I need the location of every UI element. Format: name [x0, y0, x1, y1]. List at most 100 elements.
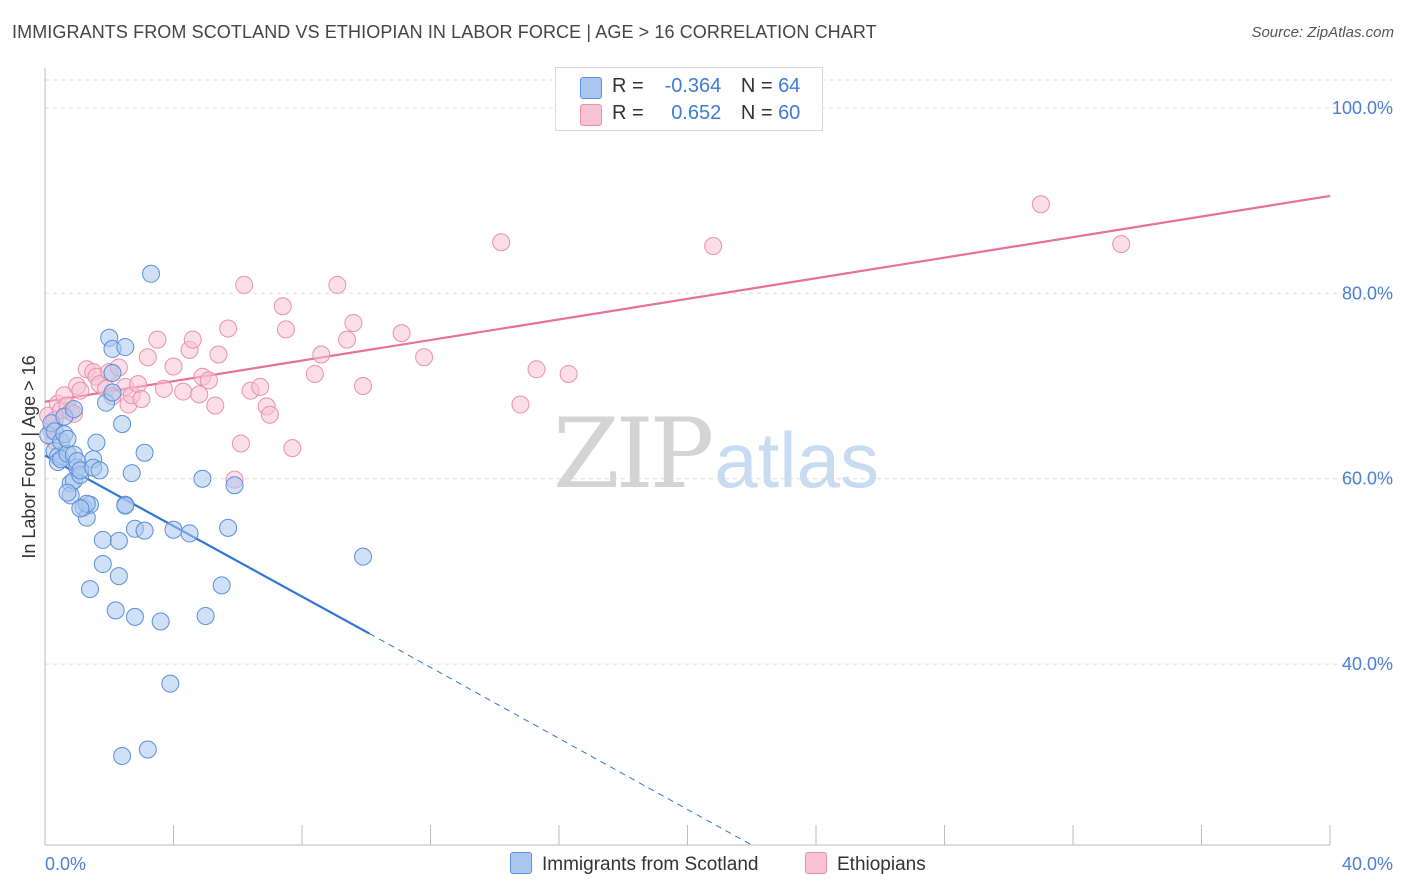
scotland-point [103, 383, 122, 402]
ethiopian-point [283, 439, 302, 458]
ethiopian-point [1112, 235, 1131, 254]
ethiopian-point [305, 364, 324, 383]
n-value-ethiopians: 60 [778, 102, 801, 124]
legend-item-ethiopians: Ethiopians [805, 852, 926, 876]
trend-lines [44, 194, 1331, 846]
scotland-point [80, 580, 99, 599]
scotland-point [354, 547, 373, 566]
scotland-point [135, 443, 154, 462]
watermark: ZIPatlas [553, 398, 879, 510]
gridlines [45, 79, 1392, 665]
watermark-atlas: atlas [714, 416, 879, 504]
ethiopian-point [527, 360, 546, 379]
n-value-scotland: 64 [778, 75, 801, 97]
scotland-point [193, 469, 212, 488]
ethiopian-trend-line [44, 194, 1331, 403]
scotland-points [39, 264, 373, 765]
ethiopian-swatch [580, 104, 602, 126]
scotland-point [58, 429, 77, 448]
legend-label-scotland: Immigrants from Scotland [542, 854, 759, 875]
scotland-point [225, 476, 244, 495]
scotland-point [106, 601, 125, 620]
scotland-trend-line [44, 454, 370, 635]
r-label: R = [612, 102, 644, 124]
ethiopian-point [231, 434, 250, 453]
scotland-point [212, 576, 231, 595]
ethiopian-point [415, 348, 434, 367]
r-label: R = [612, 75, 644, 97]
ethiopian-point [219, 319, 238, 338]
scotland-point [142, 264, 161, 283]
scotland-point [64, 400, 83, 419]
scotland-point [90, 461, 109, 480]
scotland-point [125, 607, 144, 626]
scotland-point [219, 518, 238, 537]
scotland-swatch [580, 77, 602, 99]
n-label: N = [740, 102, 773, 124]
scotland-swatch [510, 852, 532, 874]
ethiopian-point [235, 275, 254, 294]
ethiopian-point [1031, 195, 1050, 214]
scotland-point [113, 415, 132, 434]
ethiopian-point [312, 345, 331, 364]
ethiopian-point [209, 345, 228, 364]
source-label: Source: ZipAtlas.com [1251, 24, 1394, 41]
r-value-ethiopians: 0.652 [671, 102, 722, 124]
scotland-point [138, 740, 157, 759]
ethiopian-point [190, 385, 209, 404]
ethiopian-point [260, 405, 279, 424]
y-tick-label: 40.0% [1342, 654, 1393, 674]
scotland-point [164, 520, 183, 539]
scotland-point [196, 606, 215, 625]
ethiopian-point [704, 236, 723, 255]
scotland-point [58, 483, 77, 502]
ethiopian-point [392, 324, 411, 343]
ethiopian-points [39, 195, 1131, 489]
ethiopian-point [492, 233, 511, 252]
ethiopian-point [344, 313, 363, 332]
scotland-point [103, 364, 122, 383]
scotland-point [116, 338, 135, 357]
y-tick-label: 60.0% [1342, 469, 1393, 489]
ethiopian-point [138, 348, 157, 367]
n-label: N = [740, 75, 773, 97]
legend-item-scotland: Immigrants from Scotland [510, 852, 758, 876]
correlation-legend: R = -0.364 N = 64 R = 0.652 N = 60 [555, 67, 823, 131]
x-tick-label: 40.0% [1342, 854, 1393, 874]
ethiopian-point [154, 379, 173, 398]
ethiopian-point [251, 377, 270, 396]
ethiopian-point [183, 330, 202, 349]
scotland-point [151, 612, 170, 631]
ethiopian-point [354, 377, 373, 395]
tick-labels: 40.0% 60.0% 80.0% 100.0% 0.0% 40.0% [45, 98, 1393, 874]
axes [44, 68, 1331, 846]
scotland-point [135, 521, 154, 540]
ethiopian-swatch [805, 852, 827, 874]
scotland-point [93, 530, 112, 549]
ethiopian-point [148, 330, 167, 349]
scotland-point [87, 433, 106, 452]
scotland-point [116, 496, 135, 515]
scotland-point [113, 746, 132, 765]
ethiopian-point [174, 382, 193, 401]
ethiopian-point [206, 396, 225, 415]
ethiopian-point [276, 320, 295, 339]
chart-title: IMMIGRANTS FROM SCOTLAND VS ETHIOPIAN IN… [12, 22, 877, 42]
ethiopian-point [71, 381, 90, 400]
scotland-point [93, 555, 112, 574]
y-tick-label: 80.0% [1342, 283, 1393, 303]
scotland-trend-extension [369, 633, 752, 846]
ethiopian-point [164, 357, 183, 376]
watermark-zip: ZIP [553, 398, 714, 510]
ethiopian-point [328, 275, 347, 294]
ethiopian-point [337, 330, 356, 349]
ethiopian-point [129, 375, 148, 394]
ethiopian-point [559, 364, 578, 383]
x-tick-label: 0.0% [45, 854, 86, 874]
scotland-point [109, 531, 128, 550]
ethiopian-point [511, 395, 530, 414]
r-value-scotland: -0.364 [664, 75, 722, 97]
scotland-point [122, 464, 141, 483]
scotland-point [180, 524, 199, 543]
scotland-point [161, 674, 180, 693]
